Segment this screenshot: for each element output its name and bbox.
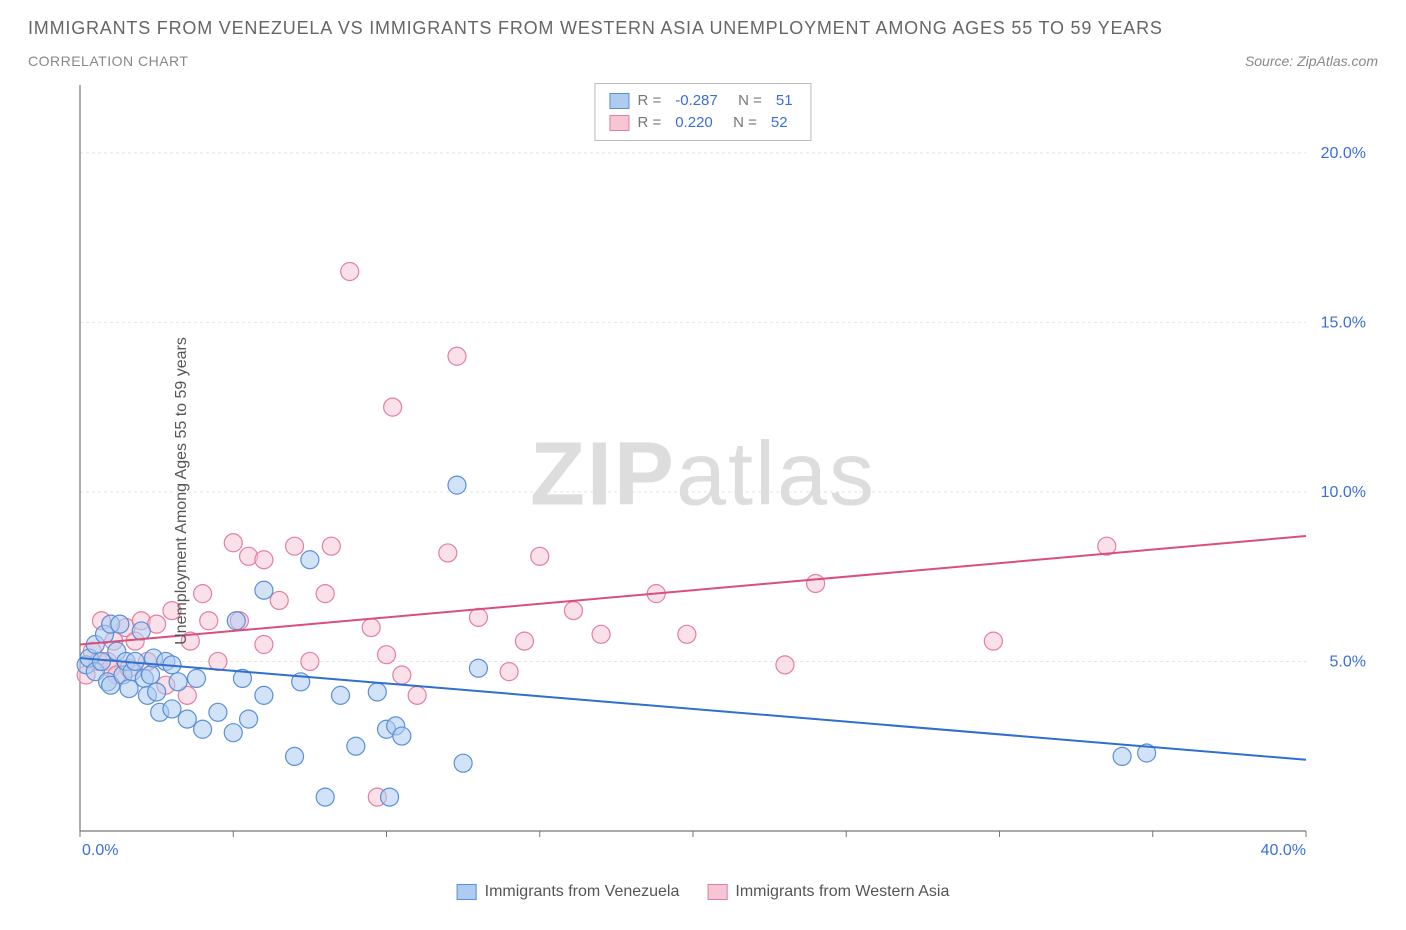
svg-text:5.0%: 5.0% [1330,653,1366,670]
legend-r-value: -0.287 [669,90,722,112]
svg-text:0.0%: 0.0% [82,842,118,859]
source-label: Source: ZipAtlas.com [1245,53,1378,69]
legend-series: Immigrants from Venezuela Immigrants fro… [457,883,950,901]
legend-stats-row: R = 0.220 N = 52 [609,112,796,134]
legend-n-value: 51 [770,90,797,112]
svg-text:10.0%: 10.0% [1321,484,1366,501]
legend-n-label: N = [725,112,757,134]
legend-label: Immigrants from Western Asia [735,883,949,901]
legend-swatch-venezuela [609,93,629,109]
legend-n-label: N = [730,90,762,112]
legend-swatch-western-asia [707,884,727,900]
svg-text:40.0%: 40.0% [1261,842,1306,859]
y-axis-label: Unemployment Among Ages 55 to 59 years [173,337,191,645]
legend-r-label: R = [637,112,661,134]
scatter-plot: 5.0% 10.0% 15.0% 20.0% 0.0% 40.0% [20,81,1386,871]
svg-text:20.0%: 20.0% [1321,145,1366,162]
chart-subtitle: CORRELATION CHART [28,53,188,69]
legend-n-value: 52 [765,112,792,134]
legend-stats: R = -0.287 N = 51 R = 0.220 N = 52 [594,83,811,141]
legend-item-western-asia: Immigrants from Western Asia [707,883,949,901]
legend-label: Immigrants from Venezuela [485,883,680,901]
legend-stats-row: R = -0.287 N = 51 [609,90,796,112]
legend-r-label: R = [637,90,661,112]
legend-item-venezuela: Immigrants from Venezuela [457,883,680,901]
chart-title: IMMIGRANTS FROM VENEZUELA VS IMMIGRANTS … [28,18,1378,39]
legend-swatch-western-asia [609,115,629,131]
legend-swatch-venezuela [457,884,477,900]
svg-text:15.0%: 15.0% [1321,314,1366,331]
legend-r-value: 0.220 [669,112,717,134]
